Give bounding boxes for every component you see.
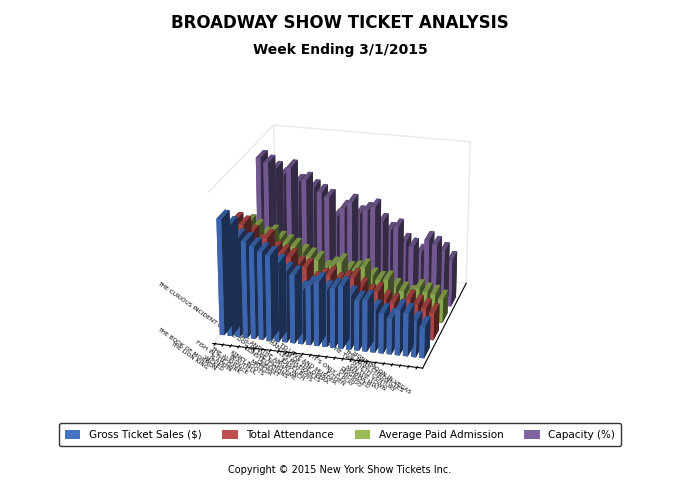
- Text: BROADWAY SHOW TICKET ANALYSIS: BROADWAY SHOW TICKET ANALYSIS: [171, 14, 509, 33]
- Text: Copyright © 2015 New York Show Tickets Inc.: Copyright © 2015 New York Show Tickets I…: [228, 465, 452, 475]
- Legend: Gross Ticket Sales ($), Total Attendance, Average Paid Admission, Capacity (%): Gross Ticket Sales ($), Total Attendance…: [58, 423, 622, 446]
- Text: Week Ending 3/1/2015: Week Ending 3/1/2015: [253, 43, 427, 57]
